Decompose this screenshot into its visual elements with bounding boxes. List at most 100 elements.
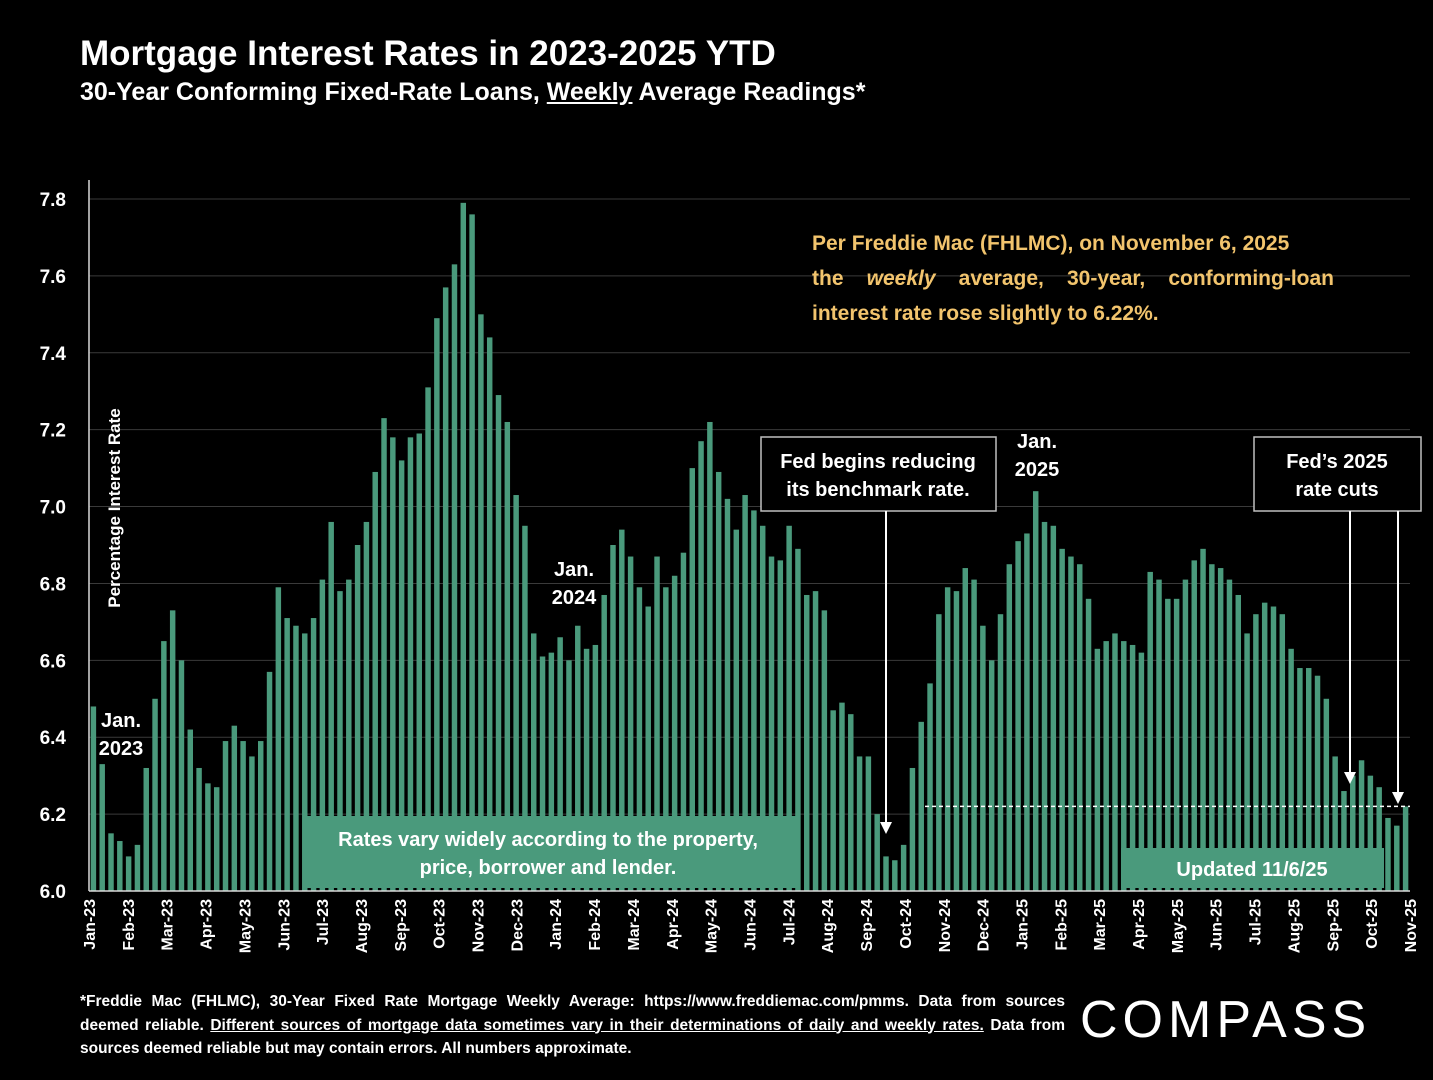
bar [707, 421, 713, 891]
bar [425, 387, 431, 891]
y-tick-label: 6.4 [40, 728, 67, 749]
x-tick-label: Sep-23 [393, 899, 410, 952]
bar [856, 756, 863, 891]
bar [169, 610, 176, 891]
bar [997, 614, 1004, 891]
bar [1314, 675, 1321, 891]
bar [1235, 594, 1241, 891]
bar [654, 556, 660, 891]
bar [117, 841, 123, 891]
bar [363, 521, 370, 891]
bar [592, 644, 599, 891]
bar [213, 787, 220, 891]
x-tick-label: Feb-24 [587, 899, 604, 951]
chart-subtitle: 30-Year Conforming Fixed-Rate Loans, Wee… [80, 78, 866, 106]
bar [830, 710, 836, 891]
fed-begins-arrowhead [880, 822, 892, 834]
x-tick-label: Aug-23 [354, 899, 371, 953]
x-tick-label: Mar-25 [1092, 899, 1109, 951]
bar [205, 783, 211, 891]
x-tick-label: Apr-25 [1131, 899, 1148, 950]
annotation-jan-2023: Jan. [101, 710, 141, 732]
x-tick-label: Oct-25 [1364, 899, 1381, 949]
bar [812, 591, 819, 891]
bar [1270, 606, 1277, 891]
compass-logo: COMPASS [1080, 991, 1372, 1049]
bar [539, 656, 546, 891]
bar [319, 579, 326, 891]
bar [601, 594, 607, 891]
y-tick-label: 7.2 [40, 421, 66, 442]
bar [266, 671, 273, 891]
x-tick-label: Aug-25 [1286, 899, 1303, 953]
bar [566, 660, 572, 891]
bar [1209, 564, 1215, 891]
footer-source-note: *Freddie Mac (FHLMC), 30-Year Fixed Rate… [80, 993, 1065, 1057]
y-tick-label: 6.6 [40, 651, 66, 672]
bar [610, 545, 616, 891]
bar [583, 648, 590, 891]
bar [196, 767, 202, 891]
annotation-jan-2025: 2025 [1015, 459, 1060, 481]
fed-cuts-label: Fed’s 2025 [1286, 451, 1388, 473]
x-tick-label: Apr-24 [665, 899, 682, 950]
bar [134, 844, 141, 891]
bar [953, 591, 960, 891]
bar [1376, 787, 1382, 891]
bar [900, 844, 907, 891]
bar [751, 510, 757, 891]
bar [1394, 825, 1400, 891]
bar [821, 610, 828, 891]
bar [531, 633, 537, 891]
bar [1402, 806, 1409, 891]
fed-cuts-arrowhead-1 [1344, 772, 1356, 784]
x-tick-label: Jun-23 [276, 899, 293, 951]
bar [1191, 560, 1197, 891]
x-tick-label: Dec-24 [976, 899, 993, 952]
bar [240, 741, 246, 891]
bar [275, 587, 282, 891]
x-tick-label: Sep-24 [859, 899, 876, 952]
freddie-mac-note: Per Freddie Mac (FHLMC), on November 6, … [812, 232, 1334, 325]
bar [918, 721, 924, 891]
bar [962, 568, 968, 891]
fed-cuts-box [1253, 436, 1422, 512]
rates-vary-box [304, 816, 796, 888]
bar [909, 767, 916, 891]
bar [1261, 602, 1268, 891]
bar [1059, 548, 1065, 891]
bar [125, 856, 132, 891]
bar [337, 591, 343, 891]
x-tick-label: May-24 [704, 899, 721, 953]
x-tick-label: Nov-24 [937, 899, 954, 952]
bar [575, 625, 581, 891]
bar [478, 314, 484, 891]
bar [936, 614, 942, 891]
bar [1121, 641, 1127, 891]
bar [372, 471, 378, 891]
bar [1182, 579, 1189, 891]
bar [848, 714, 854, 891]
x-tick-label: Jul-23 [315, 899, 332, 945]
bar [1032, 491, 1039, 891]
bar [1112, 633, 1118, 891]
bar [178, 660, 185, 891]
x-tick-label: Feb-23 [121, 899, 138, 951]
bar [865, 756, 872, 891]
bar [663, 587, 669, 891]
bar [715, 471, 722, 891]
y-tick-label: 7.8 [40, 190, 66, 211]
fed-cuts-arrowhead-2 [1392, 792, 1404, 804]
bar [1015, 541, 1021, 891]
x-tick-label: Feb-25 [1053, 899, 1070, 951]
bar [302, 633, 308, 891]
x-tick-label: Apr-23 [199, 899, 216, 950]
bar [1305, 668, 1312, 891]
bar [1094, 648, 1101, 891]
bar [381, 418, 387, 891]
bar [293, 625, 299, 891]
bar [1385, 817, 1391, 891]
bar [495, 395, 502, 891]
bar [1323, 698, 1330, 891]
bar [249, 756, 255, 891]
